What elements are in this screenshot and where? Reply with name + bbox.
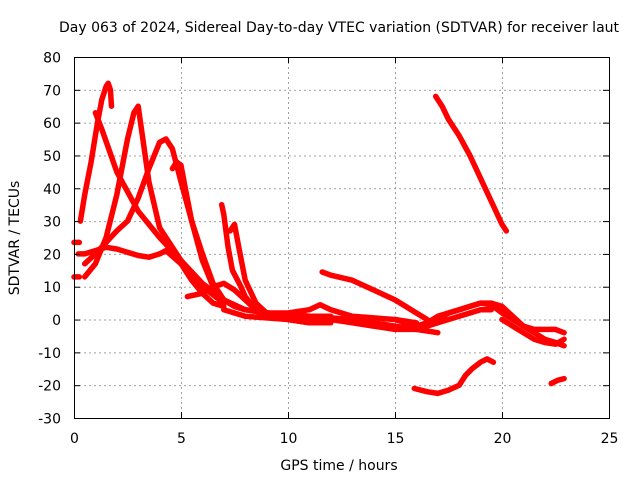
ticks: [74, 57, 610, 419]
series-arc-18: [548, 375, 567, 387]
chart-title: Day 063 of 2024, Sidereal Day-to-day VTE…: [59, 20, 620, 36]
y-tick-label: 80: [43, 51, 61, 67]
x-tick-label: 25: [601, 431, 619, 447]
x-tick-label: 15: [387, 431, 405, 447]
series-arc-14: [413, 306, 495, 333]
series-arc-1: [77, 80, 115, 224]
y-tick-label: 10: [43, 280, 61, 296]
y-tick-labels: -30 -20 -10 0 10 20 30 40 50 60 70 80: [38, 51, 61, 428]
x-axis-label: GPS time / hours: [280, 458, 397, 474]
y-tick-label: -10: [38, 346, 61, 362]
series-arc-10: [221, 306, 441, 336]
series-arc-6: [169, 159, 248, 313]
y-tick-label: 20: [43, 247, 61, 263]
y-tick-label: 40: [43, 182, 61, 198]
y-tick-label: 60: [43, 116, 61, 132]
y-tick-label: -20: [38, 379, 61, 395]
y-axis-label: SDTVAR / TECUs: [7, 181, 23, 296]
series-layer: [71, 80, 567, 397]
x-tick-label: 20: [494, 431, 512, 447]
x-tick-label: 5: [177, 431, 186, 447]
grid: [74, 57, 609, 418]
series-arc-16: [432, 93, 510, 234]
y-tick-label: 30: [43, 215, 61, 231]
series-arc-11: [319, 269, 430, 323]
series-arc-15: [499, 316, 567, 347]
y-tick-label: 70: [43, 83, 61, 99]
x-tick-label: 10: [280, 431, 298, 447]
series-arc-13: [424, 300, 567, 336]
series-arc-17: [411, 356, 497, 397]
x-tick-label: 0: [70, 431, 79, 447]
y-tick-label: 0: [52, 313, 61, 329]
series-arc-8: [218, 201, 334, 323]
plot-frame: [74, 57, 610, 419]
y-tick-label: 50: [43, 149, 61, 165]
x-tick-labels: 0 5 10 15 20 25: [70, 431, 618, 447]
y-tick-label: -30: [38, 412, 61, 428]
